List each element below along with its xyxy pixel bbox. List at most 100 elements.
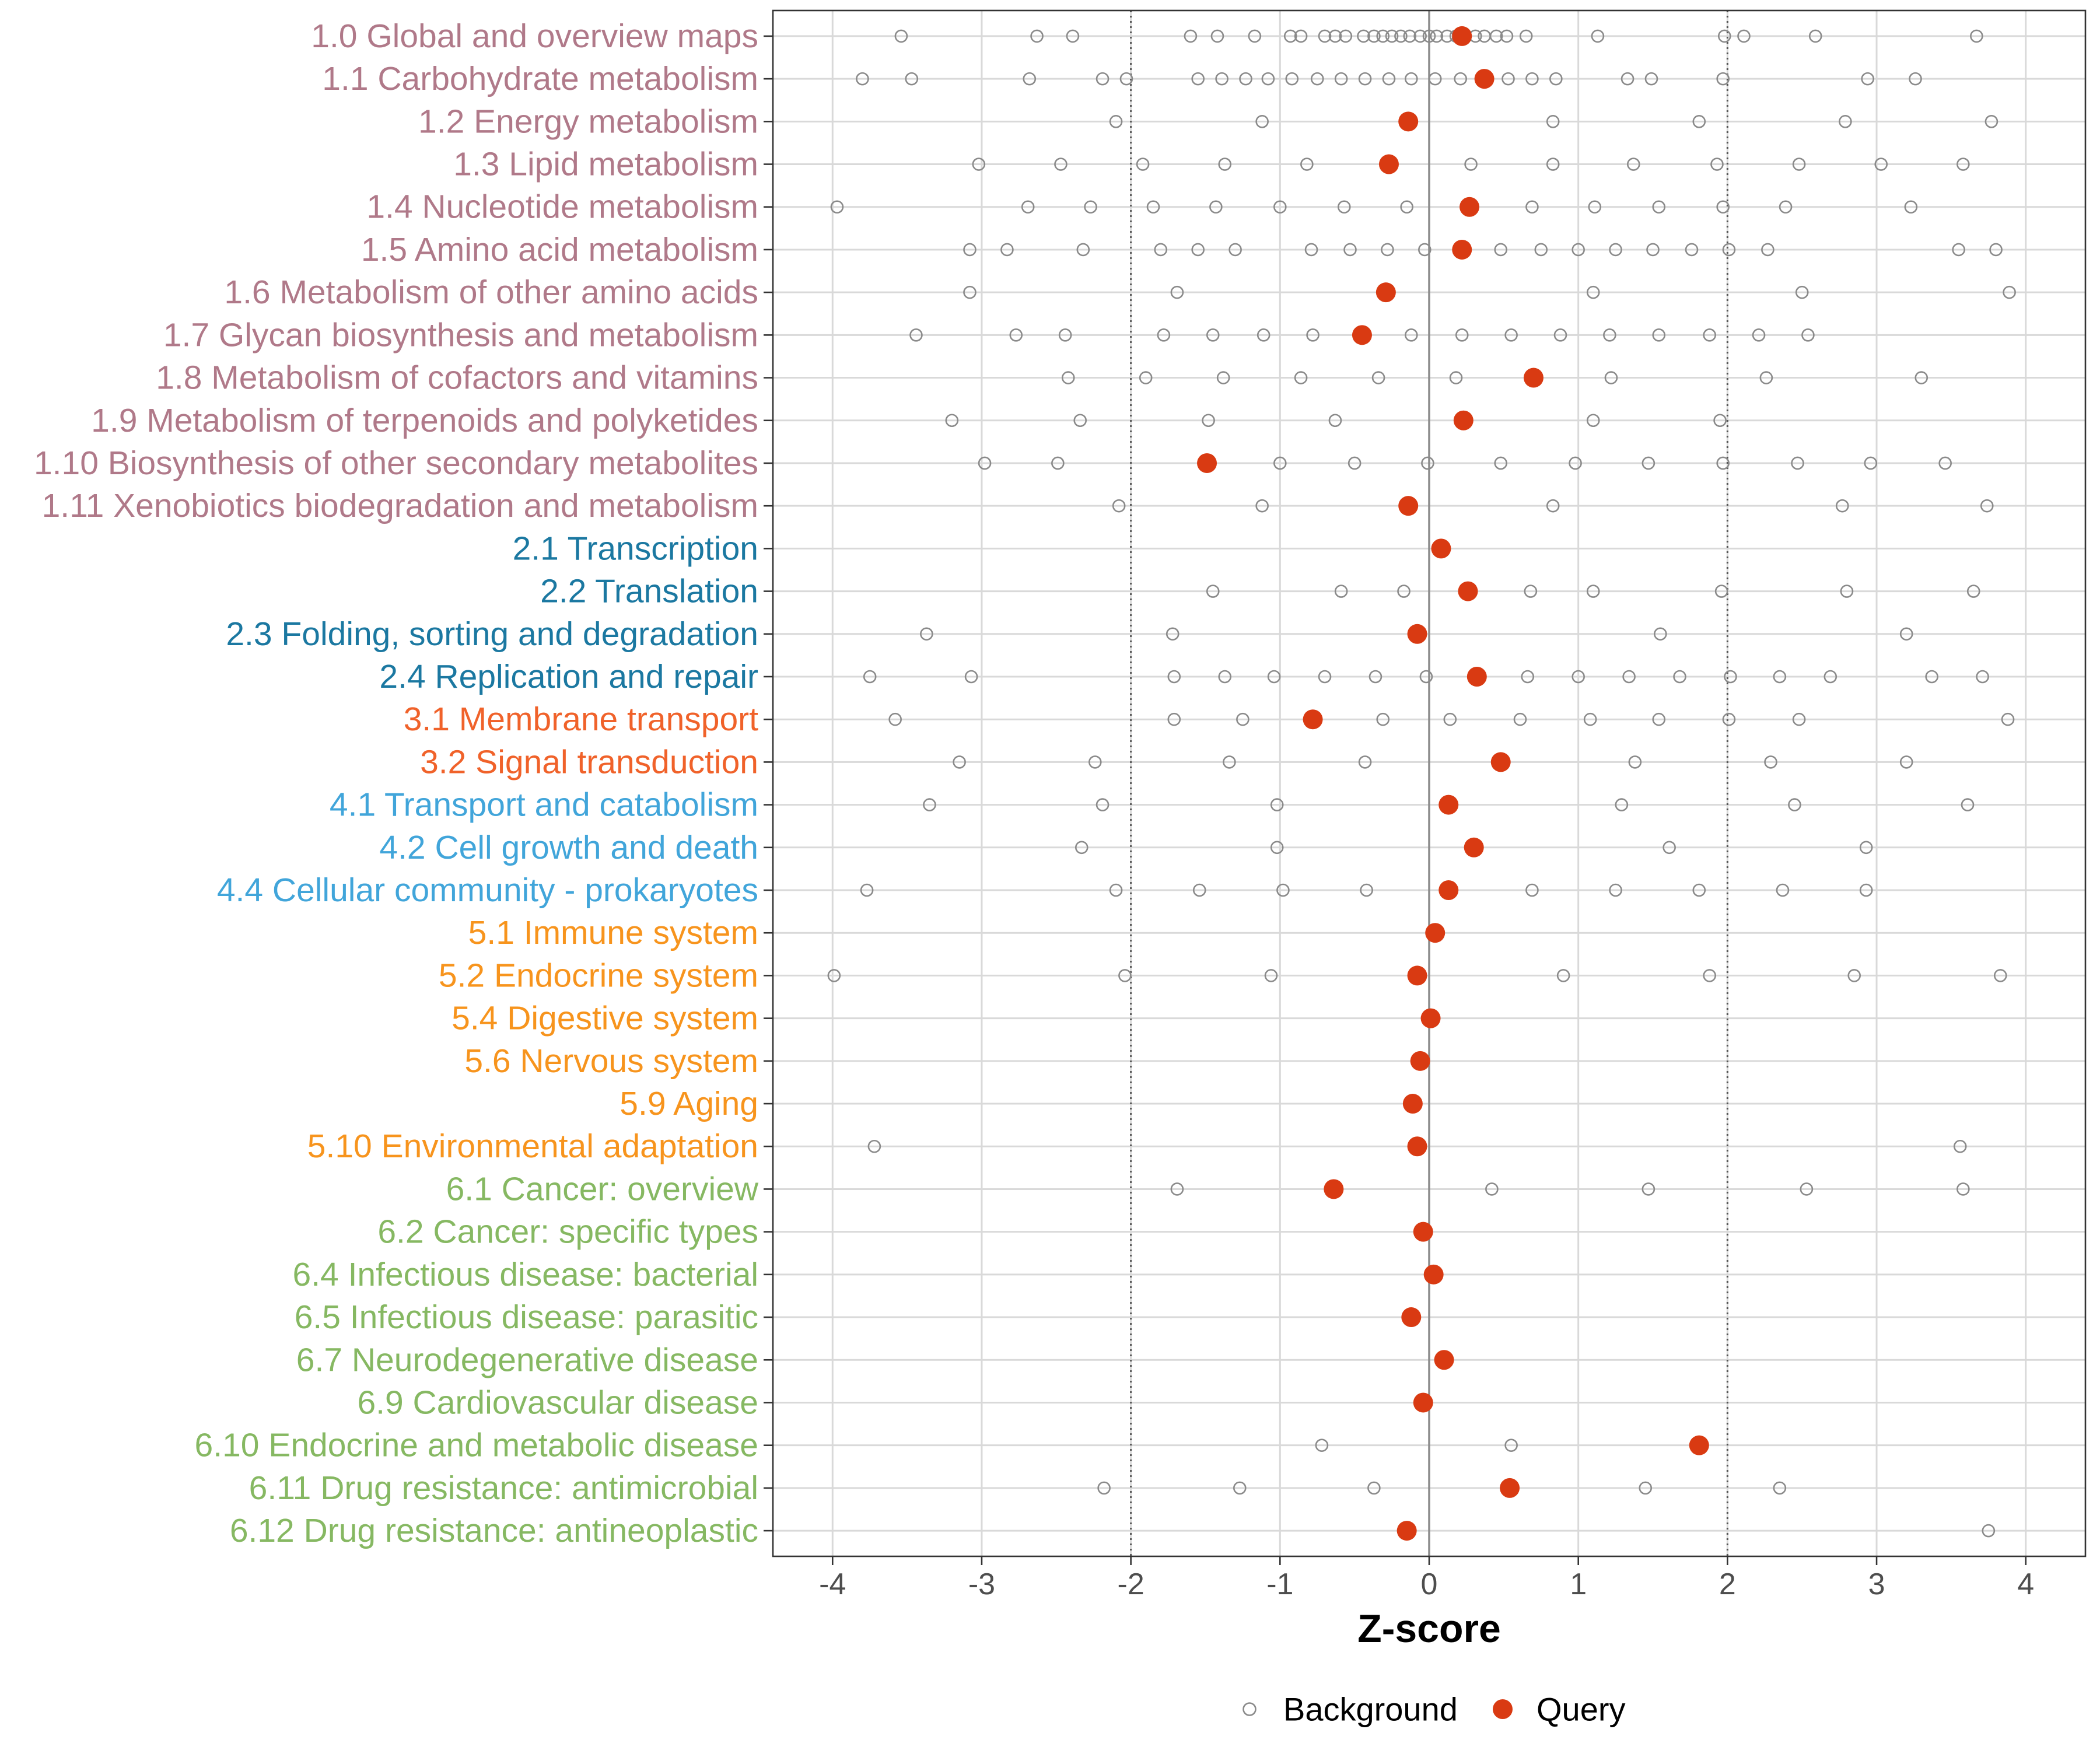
y-axis: 1.0 Global and overview maps 1.1 Carbohyd…: [34, 18, 773, 1549]
background-point: [1556, 969, 1570, 982]
background-point: [1371, 371, 1385, 384]
legend-background-marker: [1242, 1702, 1256, 1716]
background-point: [2003, 285, 2016, 299]
background-point: [963, 285, 977, 299]
background-point: [1358, 72, 1372, 86]
background-point: [867, 1139, 881, 1153]
y-tick-label: 6.4 Infectious disease: bacterial: [293, 1256, 758, 1293]
background-point: [1337, 200, 1351, 214]
background-point: [1626, 158, 1640, 171]
query-point: [1352, 325, 1372, 345]
background-point: [1076, 243, 1090, 257]
background-point: [1588, 200, 1602, 214]
background-point: [1583, 712, 1597, 726]
background-point: [1285, 72, 1299, 86]
background-point: [1418, 243, 1432, 257]
background-point: [1714, 584, 1728, 598]
background-point: [1773, 1481, 1787, 1495]
query-point: [1453, 410, 1474, 430]
background-point: [1639, 1481, 1653, 1495]
background-point: [1119, 72, 1133, 86]
background-point: [1952, 243, 1965, 257]
background-point: [923, 798, 936, 811]
background-point: [1980, 499, 1994, 513]
background-point: [1713, 414, 1727, 428]
background-point: [1343, 243, 1357, 257]
background-point: [1276, 883, 1290, 897]
background-point: [1294, 29, 1308, 43]
background-point: [1534, 243, 1548, 257]
background-point: [1310, 72, 1324, 86]
background-point: [1642, 456, 1656, 470]
background-point: [2001, 712, 2015, 726]
background-point: [1294, 371, 1308, 384]
background-point: [1206, 328, 1220, 342]
background-point: [1223, 755, 1236, 769]
background-point: [1136, 158, 1150, 171]
background-point: [1318, 670, 1332, 684]
y-tick-label: 6.10 Endocrine and metabolic disease: [195, 1427, 758, 1464]
background-point: [1357, 29, 1370, 43]
background-point: [1692, 883, 1706, 897]
query-point: [1413, 1392, 1433, 1413]
background-point: [1604, 371, 1618, 384]
query-point: [1378, 154, 1399, 174]
background-point: [1256, 328, 1270, 342]
background-point: [1283, 29, 1297, 43]
background-point: [1792, 158, 1806, 171]
background-point: [1368, 670, 1382, 684]
background-point: [1167, 712, 1181, 726]
background-point: [1218, 158, 1232, 171]
background-point: [1915, 371, 1929, 384]
y-tick-label: 3.1 Membrane transport: [404, 701, 758, 738]
background-point: [1966, 584, 1980, 598]
background-point: [1909, 72, 1922, 86]
query-point: [1466, 666, 1487, 687]
background-point: [1376, 29, 1390, 43]
background-point: [1097, 1481, 1111, 1495]
background-point: [1318, 29, 1332, 43]
background-point: [1139, 371, 1153, 384]
y-tick-label: 4.4 Cellular community - prokaryotes: [217, 872, 758, 909]
y-tick-label: 5.4 Digestive system: [452, 1000, 758, 1037]
background-point: [1216, 371, 1230, 384]
background-point: [1976, 670, 1989, 684]
background-point: [1899, 755, 1913, 769]
background-point: [1961, 798, 1975, 811]
background-point: [1673, 670, 1686, 684]
background-point: [856, 72, 869, 86]
query-point: [1423, 1264, 1444, 1284]
background-point: [1957, 158, 1970, 171]
background-point: [1652, 328, 1666, 342]
x-axis-title: Z-score: [1357, 1606, 1501, 1651]
y-tick-label: 6.5 Infectious disease: parasitic: [295, 1298, 758, 1336]
background-point: [1074, 841, 1088, 855]
background-point: [1300, 158, 1314, 171]
background-point: [1334, 72, 1348, 86]
background-point: [1430, 29, 1444, 43]
y-tick-label: 2.2 Translation: [540, 573, 758, 610]
background-point: [1109, 115, 1123, 128]
y-tick-label: 5.6 Nervous system: [464, 1042, 758, 1080]
background-point: [1154, 243, 1168, 257]
background-point: [1628, 755, 1642, 769]
background-point: [1839, 115, 1852, 128]
background-point: [1170, 285, 1184, 299]
background-point: [1652, 712, 1666, 726]
background-point: [1261, 72, 1275, 86]
background-point: [1724, 670, 1737, 684]
background-point: [1170, 1182, 1184, 1196]
background-point: [1652, 200, 1666, 214]
background-point: [953, 755, 966, 769]
y-tick-label: 3.2 Signal transduction: [420, 743, 758, 780]
background-point: [1925, 670, 1938, 684]
y-tick-label: 6.9 Cardiovascular disease: [357, 1384, 758, 1421]
background-point: [1801, 328, 1815, 342]
background-point: [1334, 584, 1348, 598]
query-point: [1464, 837, 1484, 858]
background-point: [1228, 243, 1242, 257]
query-point: [1523, 368, 1544, 388]
y-tick-label: 6.1 Cancer: overview: [446, 1170, 759, 1208]
